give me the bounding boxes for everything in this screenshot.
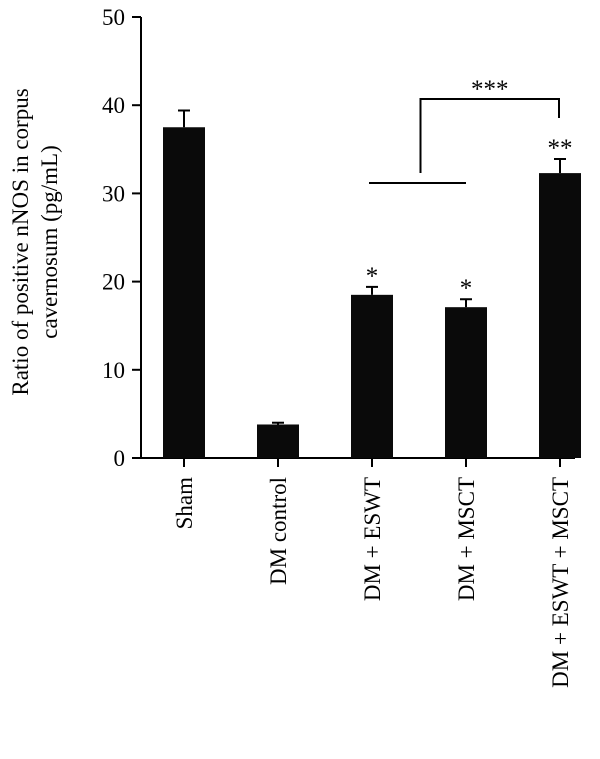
bar: [257, 424, 299, 458]
significance-marker: **: [548, 135, 573, 162]
x-axis: Sham DM control DM + ESWT DM + MSCT DM + ESW…: [141, 457, 575, 688]
x-tick-label: Sham: [172, 477, 197, 530]
y-tick-label: 40: [102, 93, 125, 118]
comparison-label: ***: [471, 76, 509, 103]
y-tick-label: 50: [102, 5, 125, 30]
y-axis: 0 10 20 30 40 50: [102, 5, 142, 471]
bar: [351, 294, 393, 458]
significance-marker: *: [366, 263, 379, 290]
x-tick-label: DM + ESWT + MSCT: [548, 477, 573, 688]
bar: [163, 127, 205, 458]
y-tick-label: 20: [102, 270, 125, 295]
y-tick-label: 10: [102, 358, 125, 383]
x-tick-label: DM control: [266, 477, 291, 585]
x-tick-label: DM + ESWT: [360, 477, 385, 601]
y-axis-label-line-1: Ratio of positive nNOS in corpus: [8, 88, 33, 395]
annotations: ***: [369, 76, 560, 184]
y-tick-label: 0: [114, 446, 126, 471]
y-axis-label: Ratio of positive nNOS in corpus caverno…: [8, 88, 62, 395]
comparison-bracket: [419, 98, 560, 173]
bars: * ***: [163, 109, 581, 458]
bar: [445, 307, 487, 458]
significance-marker: *: [460, 275, 473, 302]
x-tick-label: DM + MSCT: [454, 477, 479, 601]
y-tick-label: 30: [102, 181, 125, 206]
y-axis-label-line-2: cavernosum (pg/mL): [37, 145, 62, 339]
bar: [539, 173, 581, 458]
